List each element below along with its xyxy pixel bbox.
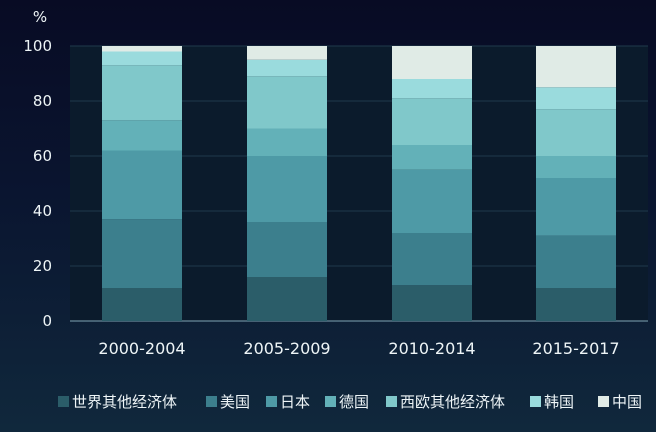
y-tick-label: 0: [42, 312, 52, 330]
bar-segment: 西欧其他经济体 2005-2009: 19%: [247, 76, 327, 129]
bar-segment: 中国 2015-2017: 15%: [536, 46, 616, 88]
bar-stack-2015-2017: 世界其他经济体 2015-2017: 12%美国 2015-2017: 19%日…: [536, 46, 616, 321]
bar-stack-2000-2004: 世界其他经济体 2000-2004: 12%美国 2000-2004: 25%日…: [102, 46, 182, 321]
y-tick-label: 40: [33, 202, 52, 220]
bar-segment: 日本 2000-2004: 25%: [102, 150, 182, 220]
bar-segment: 日本 2015-2017: 21%: [536, 178, 616, 236]
bar-segment: 西欧其他经济体 2010-2014: 17%: [392, 98, 472, 145]
bar-segment: 中国 2010-2014: 12%: [392, 46, 472, 79]
bars: 世界其他经济体 2000-2004: 12%美国 2000-2004: 25%日…: [102, 46, 616, 321]
legend-swatch: [598, 396, 609, 407]
bar-segment: 韩国 2000-2004: 5%: [102, 51, 182, 66]
x-tick-label: 2000-2004: [98, 339, 185, 358]
legend-item: 韩国: [530, 393, 574, 411]
legend-label: 西欧其他经济体: [400, 393, 505, 411]
legend-label: 德国: [339, 393, 369, 411]
legend-label: 日本: [280, 393, 310, 411]
legend-label: 韩国: [544, 393, 574, 411]
legend-swatch: [386, 396, 397, 407]
bar-stack-2010-2014: 世界其他经济体 2010-2014: 13%美国 2010-2014: 19%日…: [392, 46, 472, 321]
legend-label: 中国: [612, 393, 642, 411]
legend-item: 德国: [325, 393, 369, 411]
legend-item: 西欧其他经济体: [386, 393, 505, 411]
legend-swatch: [266, 396, 277, 407]
bar-segment: 韩国 2015-2017: 8%: [536, 87, 616, 110]
legend-label: 世界其他经济体: [72, 393, 177, 411]
legend: 世界其他经济体 美国 日本 德国 西欧其他经济体 韩国 中国: [58, 393, 642, 411]
bar-segment: 韩国 2005-2009: 6%: [247, 59, 327, 77]
y-tick-label: 20: [33, 257, 52, 275]
bar-segment: 美国 2010-2014: 19%: [392, 233, 472, 286]
bar-segment: 日本 2005-2009: 24%: [247, 156, 327, 222]
bar-segment: 德国 2000-2004: 11%: [102, 120, 182, 151]
x-axis: 2000-2004 2005-2009 2010-2014 2015-2017: [98, 339, 619, 358]
y-axis-unit-label: %: [33, 8, 47, 26]
bar-segment: 西欧其他经济体 2015-2017: 17%: [536, 109, 616, 156]
bar-segment: 世界其他经济体 2010-2014: 13%: [392, 285, 472, 321]
bar-segment: 日本 2010-2014: 23%: [392, 169, 472, 233]
legend-item: 美国: [206, 393, 250, 411]
bar-stack-2005-2009: 世界其他经济体 2005-2009: 16%美国 2005-2009: 20%日…: [247, 46, 327, 321]
y-tick-label: 100: [23, 37, 52, 55]
x-tick-label: 2015-2017: [532, 339, 619, 358]
bar-segment: 德国 2005-2009: 10%: [247, 128, 327, 156]
x-tick-label: 2005-2009: [243, 339, 330, 358]
bar-segment: 韩国 2010-2014: 7%: [392, 79, 472, 99]
legend-swatch: [206, 396, 217, 407]
legend-swatch: [325, 396, 336, 407]
y-tick-label: 80: [33, 92, 52, 110]
bar-segment: 世界其他经济体 2015-2017: 12%: [536, 288, 616, 321]
legend-item: 日本: [266, 393, 310, 411]
bar-segment: 美国 2005-2009: 20%: [247, 222, 327, 277]
legend-item: 中国: [598, 393, 642, 411]
legend-swatch: [58, 396, 69, 407]
bar-segment: 世界其他经济体 2005-2009: 16%: [247, 277, 327, 321]
bar-segment: 美国 2015-2017: 19%: [536, 235, 616, 288]
y-axis: 0 20 40 60 80 100: [23, 37, 52, 330]
bar-segment: 世界其他经济体 2000-2004: 12%: [102, 288, 182, 321]
legend-item: 世界其他经济体: [58, 393, 177, 411]
bar-segment: 西欧其他经济体 2000-2004: 20%: [102, 65, 182, 121]
bar-segment: 德国 2015-2017: 8%: [536, 156, 616, 178]
bar-segment: 美国 2000-2004: 25%: [102, 219, 182, 288]
legend-swatch: [530, 396, 541, 407]
bar-segment: 中国 2005-2009: 5%: [247, 46, 327, 60]
bar-segment: 德国 2010-2014: 9%: [392, 145, 472, 170]
bar-segment: 中国 2000-2004: 2%: [102, 46, 182, 52]
x-tick-label: 2010-2014: [388, 339, 475, 358]
legend-label: 美国: [220, 393, 250, 411]
y-tick-label: 60: [33, 147, 52, 165]
